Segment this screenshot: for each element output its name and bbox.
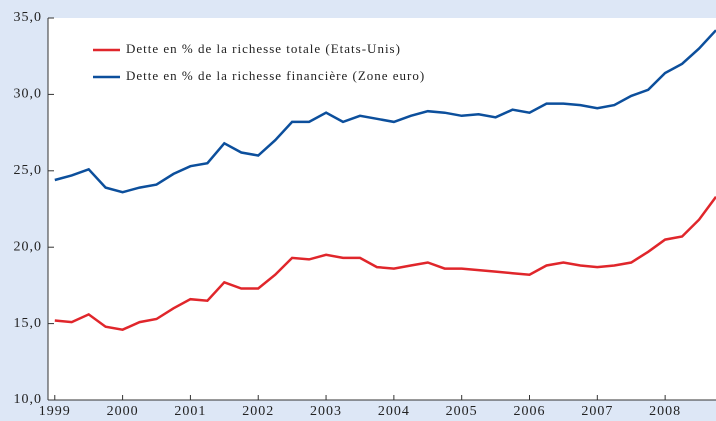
x-tick-label: 2006 bbox=[514, 404, 546, 419]
legend-label: Dette en % de la richesse financière (Zo… bbox=[126, 68, 425, 83]
y-tick-label: 15,0 bbox=[14, 316, 43, 331]
x-tick-label: 2000 bbox=[107, 404, 139, 419]
x-tick-label: 2004 bbox=[378, 404, 410, 419]
x-tick-label: 2007 bbox=[581, 404, 613, 419]
x-tick-label: 2001 bbox=[174, 404, 206, 419]
x-tick-label: 2002 bbox=[242, 404, 274, 419]
y-tick-label: 10,0 bbox=[14, 392, 43, 407]
x-tick-label: 2003 bbox=[310, 404, 342, 419]
y-tick-label: 25,0 bbox=[14, 163, 43, 178]
x-tick-label: 2005 bbox=[446, 404, 478, 419]
y-tick-label: 30,0 bbox=[14, 87, 43, 102]
y-tick-label: 20,0 bbox=[14, 239, 43, 254]
legend-label: Dette en % de la richesse totale (Etats-… bbox=[126, 41, 401, 56]
x-tick-label: 1999 bbox=[39, 404, 71, 419]
y-tick-label: 35,0 bbox=[14, 10, 43, 25]
series-line bbox=[54, 29, 716, 194]
plot-area bbox=[48, 18, 716, 400]
x-tick-label: 2008 bbox=[649, 404, 681, 419]
series-line bbox=[54, 196, 716, 331]
